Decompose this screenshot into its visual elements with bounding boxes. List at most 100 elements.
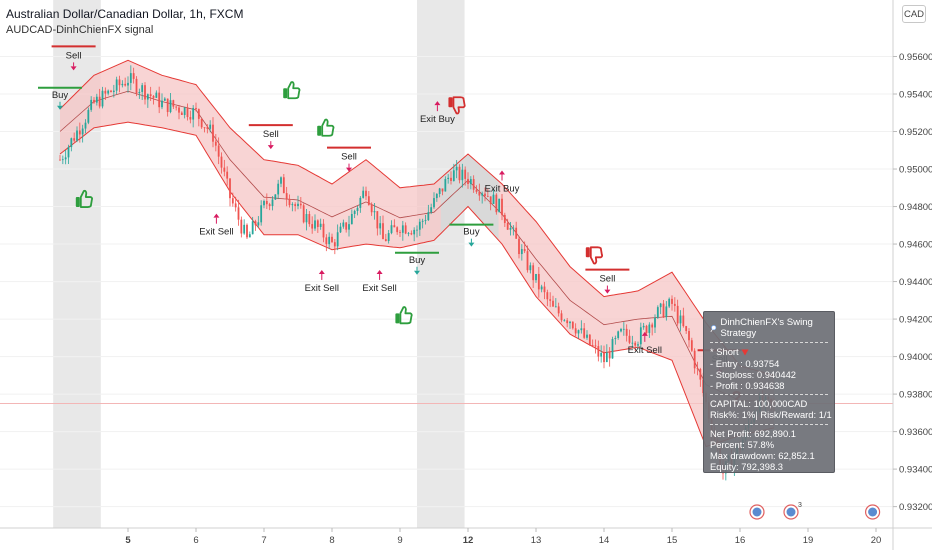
candle-body: [611, 339, 614, 359]
candle-body: [520, 249, 523, 255]
thumb-hand: [79, 189, 94, 208]
signal-label: Sell: [599, 274, 615, 285]
candle-body: [693, 350, 696, 369]
candle-body: [254, 221, 257, 226]
candle-body: [282, 177, 285, 194]
infobox-short-line: * Short: [710, 346, 828, 357]
candle-body: [645, 325, 648, 333]
thumbs-up-icon: [75, 189, 94, 208]
candle-body: [197, 109, 200, 119]
session-block: [417, 0, 465, 528]
exit-arrow: [213, 213, 220, 218]
candle-body: [288, 199, 291, 206]
candle-body: [285, 193, 288, 200]
candle-body: [149, 94, 152, 97]
thumb-hand: [452, 96, 466, 115]
time-axis[interactable]: 567891213141516192021: [0, 527, 932, 546]
price-tick-label: 0.95400: [899, 90, 932, 101]
candle-body: [554, 306, 557, 308]
candle-body: [112, 90, 115, 93]
candle-body: [274, 194, 277, 200]
time-tick-label: 5: [125, 535, 131, 546]
thumb-cuff: [395, 313, 400, 324]
candle-body: [81, 128, 84, 135]
candle-body: [226, 171, 229, 179]
candle-body: [461, 169, 464, 181]
candle-body: [546, 292, 549, 300]
infobox-trade-line-0: * Short: [710, 346, 739, 358]
candle-body: [319, 223, 322, 227]
candle-body: [90, 99, 93, 110]
candle-body: [161, 100, 163, 108]
candle-body: [118, 79, 121, 86]
candle-body: [467, 178, 469, 184]
candle-body: [124, 83, 127, 86]
currency-button[interactable]: CAD: [902, 5, 926, 23]
signal-arrow: [414, 270, 420, 275]
time-tick-label: 7: [261, 535, 266, 546]
candle-body: [614, 338, 617, 340]
candle-body: [478, 191, 481, 196]
candle-body: [186, 107, 189, 118]
candle-body: [203, 127, 206, 129]
candle-body: [537, 273, 540, 290]
candle-body: [560, 313, 563, 321]
time-tick-label: 19: [803, 535, 814, 546]
candle-body: [399, 232, 401, 233]
candle-body: [526, 251, 529, 271]
candle-body: [135, 78, 138, 94]
candle-body: [523, 249, 526, 252]
signal-arrow: [468, 242, 475, 247]
candle-body: [138, 91, 141, 94]
candle-body: [512, 227, 515, 229]
price-axis[interactable]: 0.95600 0.95400 0.95200 0.95000 0.94800 0.946…: [892, 0, 932, 550]
candle-body: [509, 227, 512, 230]
candle-body: [583, 328, 586, 338]
time-tick-label: 8: [329, 535, 334, 546]
candle-body: [260, 205, 263, 223]
signal-label: Exit Sell: [305, 283, 339, 294]
candle-body: [617, 331, 620, 339]
exit-arrow: [376, 269, 383, 274]
candle-body: [342, 222, 345, 227]
candle-body: [178, 107, 180, 113]
candle-body: [430, 207, 433, 213]
candle-series: [59, 65, 775, 481]
candle-body: [515, 227, 518, 239]
candle-body: [246, 224, 248, 238]
candle-body: [183, 107, 186, 115]
time-tick-label: 14: [599, 535, 610, 546]
band-upper-line: [59, 59, 775, 376]
candle-body: [328, 236, 331, 245]
candle-body: [577, 330, 580, 334]
candle-body: [251, 221, 254, 235]
candle-body: [64, 157, 67, 160]
candle-body: [393, 225, 396, 228]
candle-body: [379, 223, 382, 229]
indicator-name[interactable]: AUDCAD-DinhChienFX signal: [6, 24, 154, 36]
candle-body: [637, 344, 639, 346]
candle-body: [634, 342, 637, 346]
candle-body: [169, 100, 172, 113]
candle-body: [444, 178, 447, 192]
candle-body: [265, 200, 268, 205]
candle-body: [175, 106, 178, 108]
time-tick-label: 13: [531, 535, 542, 546]
price-tick-label: 0.94400: [899, 277, 932, 288]
candle-body: [659, 303, 662, 308]
candle-body: [87, 109, 90, 123]
candle-body: [535, 273, 537, 281]
candle-body: [416, 229, 418, 231]
candle-body: [70, 138, 73, 148]
candle-body: [200, 118, 203, 128]
candle-body: [455, 166, 458, 171]
candle-body: [552, 300, 554, 307]
candle-body: [76, 130, 78, 141]
candle-body: [648, 324, 651, 333]
infobox-trade-line-3: - Profit : 0.934638: [710, 380, 785, 392]
infobox-trade-line-1: - Entry : 0.93754: [710, 357, 780, 369]
price-tick-label: 0.93200: [899, 502, 932, 513]
candle-body: [61, 159, 64, 161]
